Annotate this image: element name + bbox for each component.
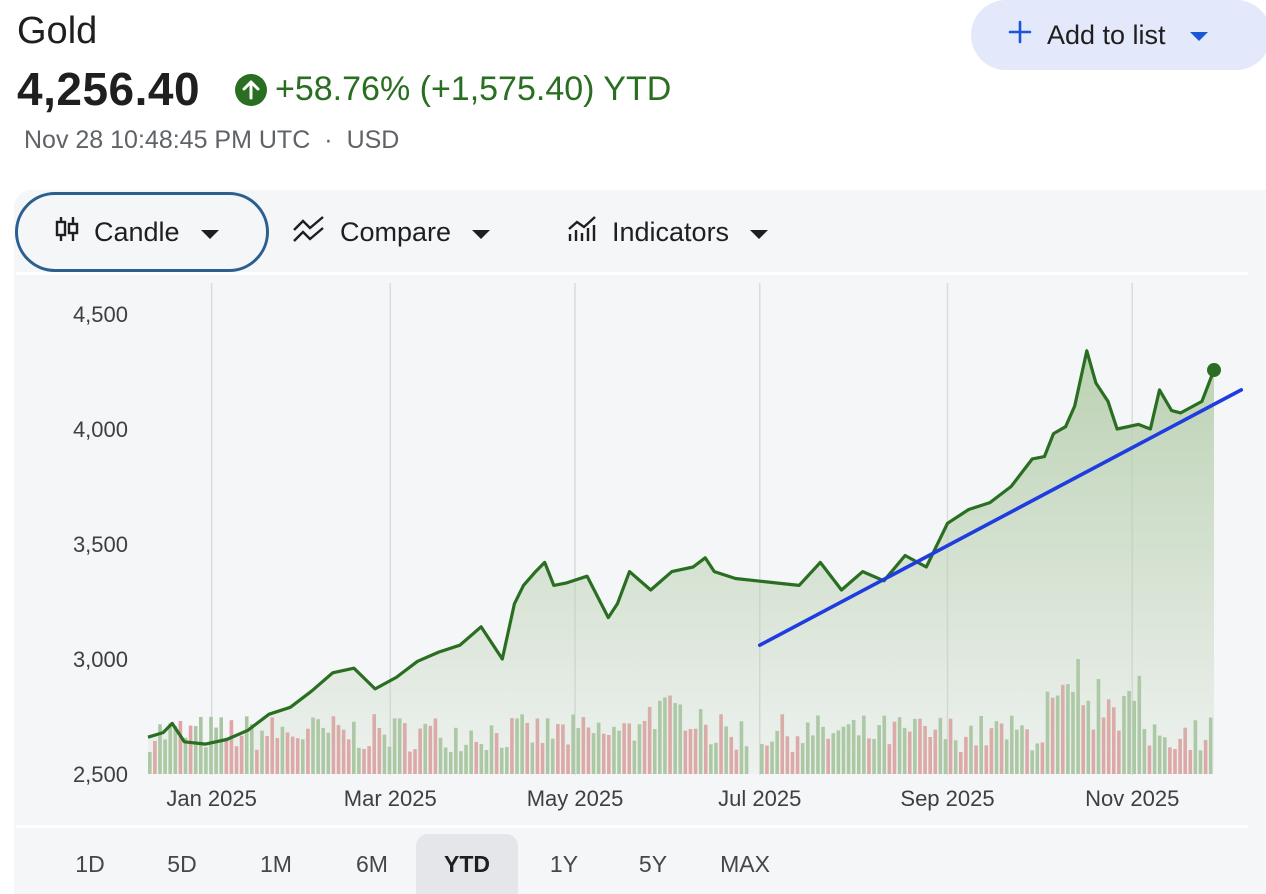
range-selector: 1D 5D 1M 6M YTD 1Y 5Y MAX [40, 834, 794, 894]
range-max[interactable]: MAX [720, 851, 770, 877]
current-price: 4,256.40 [17, 63, 201, 115]
x-tick-label: Nov 2025 [1085, 786, 1179, 811]
x-tick-label: May 2025 [527, 786, 624, 811]
plus-icon [1007, 19, 1033, 52]
toolbar-divider [16, 272, 1248, 275]
price-line [147, 349, 1216, 746]
asset-name: Gold [17, 10, 98, 52]
x-tick-label: Mar 2025 [344, 786, 437, 811]
candle-label: Candle [94, 216, 180, 247]
separator-dot: · [324, 126, 333, 154]
currency: USD [346, 126, 400, 154]
x-tick-label: Jul 2025 [718, 786, 801, 811]
y-tick-label: 4,500 [73, 302, 128, 327]
y-tick-label: 2,500 [73, 762, 128, 787]
quote-meta: Nov 28 10:48:45 PM UTC · USD [24, 126, 399, 155]
range-6m[interactable]: 6M [356, 851, 388, 877]
candle-button[interactable]: Candle [15, 192, 269, 272]
range-1d[interactable]: 1D [75, 851, 105, 877]
compare-lines-icon [292, 215, 326, 249]
candlestick-icon [54, 215, 80, 250]
arrow-up-icon [235, 73, 267, 106]
y-tick-label: 3,000 [73, 647, 128, 672]
x-tick-label: Jan 2025 [166, 786, 257, 811]
indicators-button[interactable]: Indicators [566, 192, 769, 272]
range-1m[interactable]: 1M [260, 851, 292, 877]
chevron-down-icon [200, 217, 220, 248]
timestamp: Nov 28 10:48:45 PM UTC [24, 126, 311, 154]
range-1y[interactable]: 1Y [549, 851, 579, 877]
range-5y[interactable]: 5Y [638, 851, 668, 877]
range-5d[interactable]: 5D [167, 851, 197, 877]
indicators-label: Indicators [612, 216, 730, 247]
y-tick-label: 4,000 [73, 417, 128, 442]
price-area [148, 350, 1214, 774]
compare-label: Compare [340, 216, 452, 247]
price-change: +58.76% (+1,575.40) YTD [235, 70, 671, 109]
compare-button[interactable]: Compare [292, 192, 491, 272]
chevron-down-icon [1188, 20, 1210, 51]
y-tick-label: 3,500 [73, 532, 128, 557]
chevron-down-icon [749, 217, 769, 248]
indicators-chart-icon [566, 215, 598, 250]
change-text: +58.76% (+1,575.40) YTD [275, 70, 672, 108]
range-ytd[interactable]: YTD [416, 834, 518, 894]
chevron-down-icon [471, 217, 491, 248]
current-price-marker [1207, 363, 1221, 378]
range-divider [16, 825, 1248, 828]
add-to-list-button[interactable]: Add to list [971, 0, 1266, 70]
trendline [757, 388, 1244, 648]
x-tick-label: Sep 2025 [900, 786, 994, 811]
add-to-list-label: Add to list [1047, 19, 1166, 50]
